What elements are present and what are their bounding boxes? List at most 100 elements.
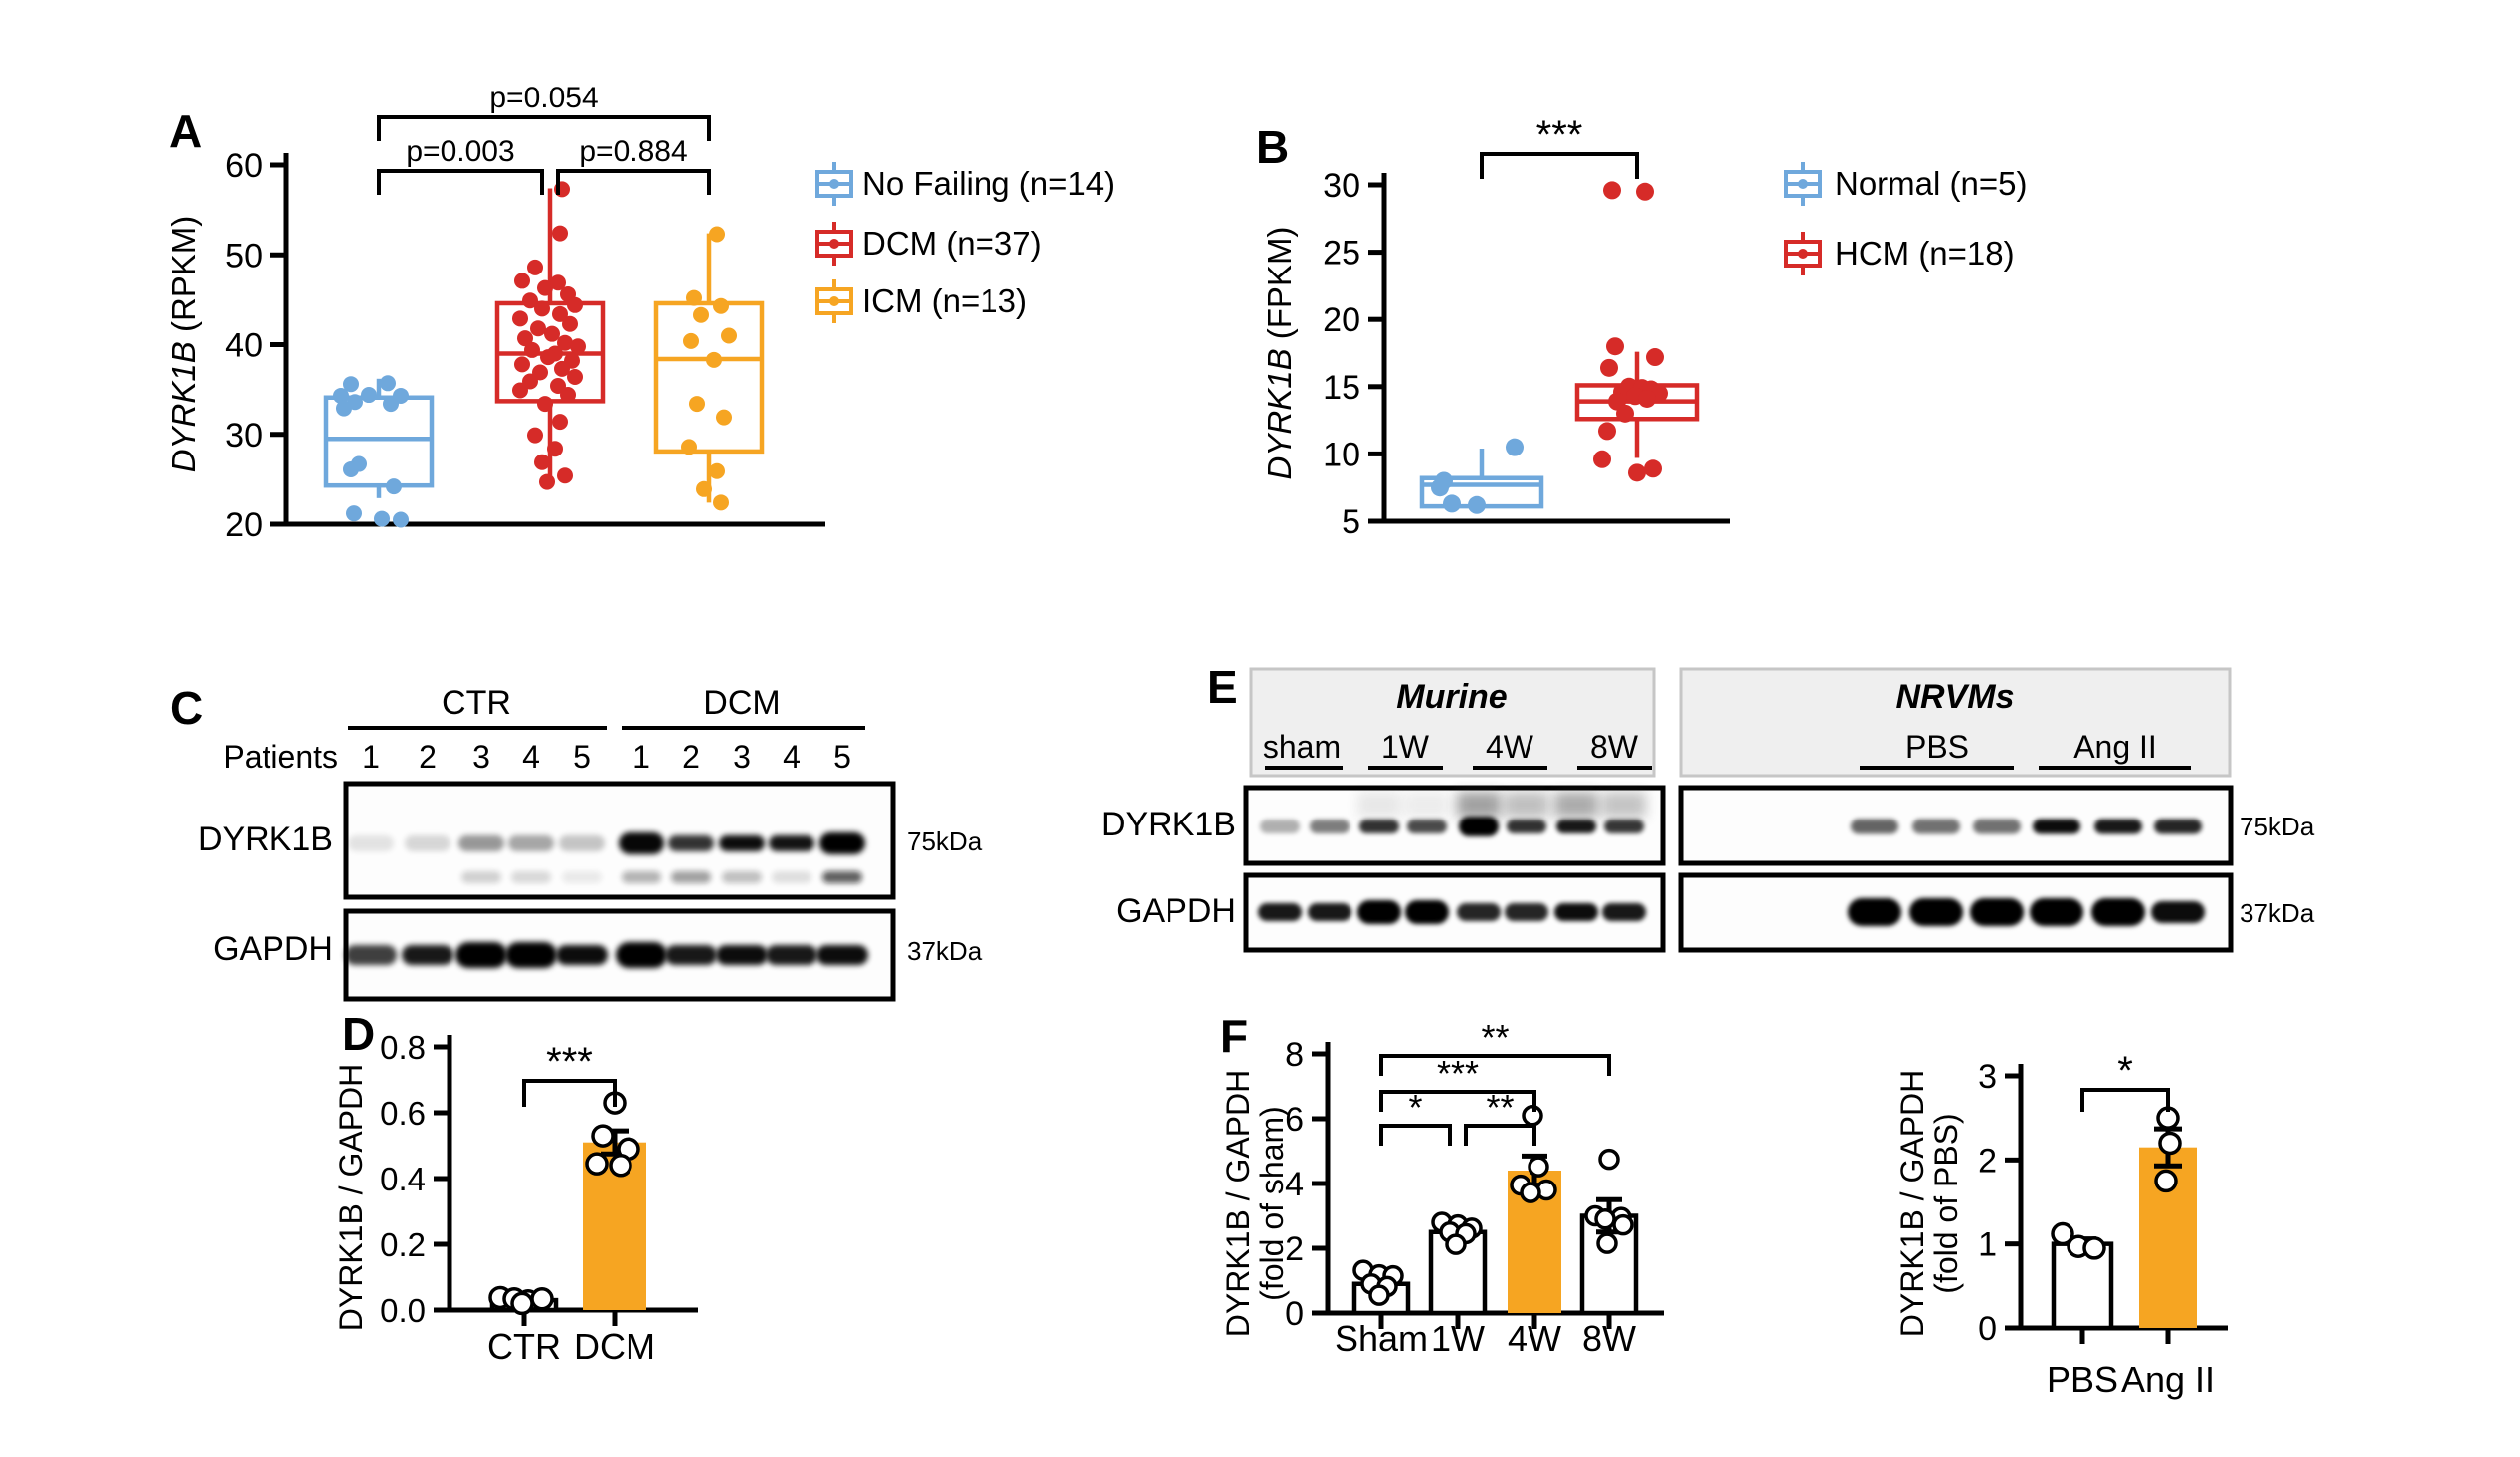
legend-label: DCM (n=37) (862, 225, 1042, 262)
blot-band (1912, 819, 1960, 834)
y-tick-label: 15 (1323, 369, 1360, 407)
data-point (1520, 1182, 1541, 1203)
panel-F1-svg: F 0 2 4 6 8 DYRK1B / GAPDH(fold of sham) Sham 1W… (1220, 1010, 1664, 1359)
blot-row-label: GAPDH (213, 930, 333, 968)
data-point (554, 360, 570, 377)
x-category-label: PBS (2047, 1360, 2118, 1400)
data-point (1598, 1148, 1620, 1171)
data-point (1612, 1213, 1634, 1236)
panel-E-svg: E Murine sham 1W 4W 8W NRVMs PBS Ang II DYRK1B GAP… (1101, 661, 2315, 953)
sig-label: p=0.884 (579, 135, 687, 168)
y-axis-label: DYRK1B (RPKM) (165, 216, 202, 473)
data-point (540, 349, 556, 366)
data-point (346, 505, 362, 522)
blot-band (1848, 898, 1901, 926)
data-point (537, 279, 553, 296)
blot-subband (671, 871, 711, 883)
sig-bracket (1379, 1124, 1452, 1146)
data-point (1596, 1232, 1618, 1254)
data-point (557, 467, 573, 484)
data-point (512, 382, 528, 399)
sig-bracket (2080, 1088, 2170, 1112)
kda-label: 37kDa (907, 936, 983, 966)
blot-subband (722, 871, 762, 883)
data-point (1368, 1284, 1390, 1306)
y-tick-label: 2 (1978, 1142, 1997, 1180)
data-point (1445, 1233, 1467, 1255)
data-point (557, 334, 573, 351)
legend-label: Normal (n=5) (1835, 165, 2027, 202)
blot-band (348, 835, 394, 851)
y-tick-label: 0.2 (380, 1226, 426, 1263)
data-point (1646, 348, 1664, 367)
panel-B-fpkm-boxplot: B 5 10 15 20 25 30 DYRK1B (FPKM) *** Normal (n=5)… (1173, 30, 2317, 607)
blot-band (1407, 820, 1447, 833)
data-point (2051, 1221, 2074, 1246)
y-tick-label: 20 (225, 506, 263, 544)
data-point (1443, 494, 1461, 513)
y-tick-label: 30 (1323, 167, 1360, 205)
blot-group-header: sham (1263, 729, 1341, 765)
blot-band (1258, 903, 1302, 921)
sig-label: ** (1481, 1017, 1509, 1058)
y-tick-label: 4 (1285, 1166, 1304, 1203)
blot-band (2033, 819, 2080, 834)
data-point (709, 226, 725, 243)
sig-bracket (1379, 1090, 1536, 1112)
blot-smear (1357, 792, 1401, 818)
data-point (1603, 181, 1621, 200)
blot-smear (1602, 792, 1646, 818)
x-category-label: CTR (487, 1326, 561, 1366)
sig-bracket (377, 169, 544, 195)
y-tick-label: 0.6 (380, 1095, 426, 1132)
data-point (522, 292, 538, 309)
data-point (681, 439, 697, 455)
blot-band (719, 835, 765, 851)
y-tick-label: 25 (1323, 235, 1360, 273)
sig-bracket (1480, 152, 1639, 179)
blot-band (405, 835, 450, 851)
blot-band (1970, 898, 2024, 926)
blot-band (1505, 903, 1548, 921)
panel-C-western-blot: C CTR DCM Patients 1 2 3 4 5 1 2 3 4 5 DYRK1B 75kDa GAPD… (99, 646, 1154, 1034)
y-axis-label: (fold of sham) (1254, 1106, 1290, 1301)
data-point (552, 305, 568, 322)
data-point (713, 297, 729, 314)
blot-subband (772, 871, 811, 883)
data-point (343, 376, 359, 393)
blot-group-header: 8W (1590, 729, 1639, 765)
blot-band (402, 945, 453, 965)
blot-band (1604, 820, 1644, 833)
sig-bracket (556, 169, 711, 195)
lane-number: 5 (573, 739, 591, 775)
data-point (510, 1291, 534, 1316)
data-point (539, 473, 555, 490)
panel-letter-E: E (1207, 661, 1238, 713)
y-tick-label: 6 (1285, 1101, 1304, 1139)
data-point (1528, 1156, 1549, 1178)
x-category-label: 8W (1582, 1318, 1636, 1359)
data-point (380, 375, 396, 392)
legend-label: No Failing (n=14) (862, 165, 1115, 202)
y-tick-label: 60 (225, 147, 263, 185)
lane-number: 3 (733, 739, 751, 775)
data-point (1638, 389, 1656, 408)
blot-band (1973, 819, 2021, 834)
blot-band (1359, 820, 1399, 833)
sig-bracket (1464, 1124, 1536, 1146)
blot-group-header: Ang II (2073, 729, 2157, 765)
y-tick-label: 30 (225, 417, 263, 455)
box-group-1 (1419, 438, 1544, 514)
panel-F2-svg: 0 1 2 3 DYRK1B / GAPDH(fold of PBS) PBS Ang II… (1894, 1049, 2228, 1400)
blot-band (556, 945, 608, 965)
data-point (570, 338, 586, 355)
data-point (537, 396, 553, 413)
panel-letter-C: C (170, 682, 203, 734)
data-point (693, 306, 709, 323)
blot-band (769, 835, 814, 851)
y-axis-label: (fold of PBS) (1928, 1113, 1964, 1293)
data-point (567, 296, 583, 313)
y-tick-label: 0.8 (380, 1029, 426, 1066)
data-point (562, 315, 578, 332)
